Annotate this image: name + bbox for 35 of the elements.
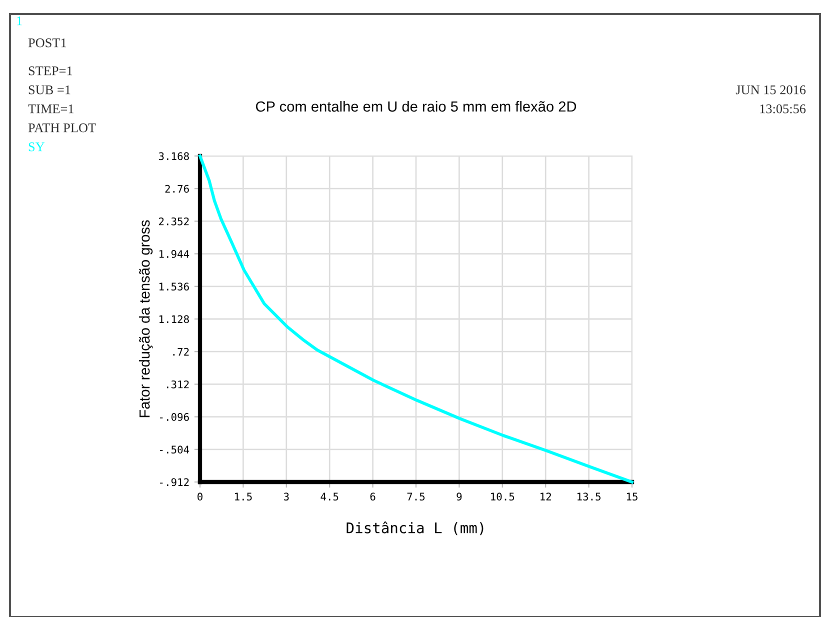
y-tick-label: -.504 xyxy=(160,446,190,454)
y-axis-title: Fator redução da tensão gross xyxy=(139,220,153,418)
line-series xyxy=(198,154,634,484)
text: STEP=1 xyxy=(28,66,72,76)
text: JUN 15 2016 xyxy=(736,85,806,94)
y-tick-label: -.096 xyxy=(160,413,189,421)
x-tick-label: 6 xyxy=(370,492,376,501)
x-tick-label: 13.5 xyxy=(578,492,601,501)
text: PATH PLOT xyxy=(28,123,96,132)
x-tick-label: 4.5 xyxy=(320,492,338,501)
x-tick-label: 0 xyxy=(198,492,202,501)
x-tick-label: 12 xyxy=(540,492,551,500)
x-tick-label: 9 xyxy=(456,492,462,501)
y-tick-label: -.912 xyxy=(160,478,189,486)
text: 1 xyxy=(17,16,22,26)
y-tick-label: 2.352 xyxy=(159,217,189,226)
y-tick-label: .72 xyxy=(173,348,189,356)
x-axis-title: Distância L (mm) xyxy=(346,521,484,536)
y-tick-label: .312 xyxy=(166,380,189,388)
x-tick-label: 3 xyxy=(284,492,289,501)
x-tick-label: 15 xyxy=(626,492,638,501)
text: POST1 xyxy=(28,38,66,48)
chart-title: CP com entalhe em U de raio 5 mm em flexão 2D xyxy=(256,100,576,112)
y-tick-label: 1.536 xyxy=(159,282,189,291)
text: SUB =1 xyxy=(28,85,70,94)
text: 13:05:56 xyxy=(760,104,806,114)
y-tick-label: 1.128 xyxy=(159,315,189,324)
y-tick-label: 2.76 xyxy=(165,184,189,193)
y-tick-label: 1.944 xyxy=(159,250,190,258)
x-tick-label: 10.5 xyxy=(491,492,514,501)
text: TIME=1 xyxy=(28,104,74,114)
y-tick-label: 3.168 xyxy=(158,152,189,160)
x-tick-label: 7.5 xyxy=(407,492,425,501)
text: SY xyxy=(28,142,45,152)
x-tick-label: 1.5 xyxy=(235,492,252,501)
